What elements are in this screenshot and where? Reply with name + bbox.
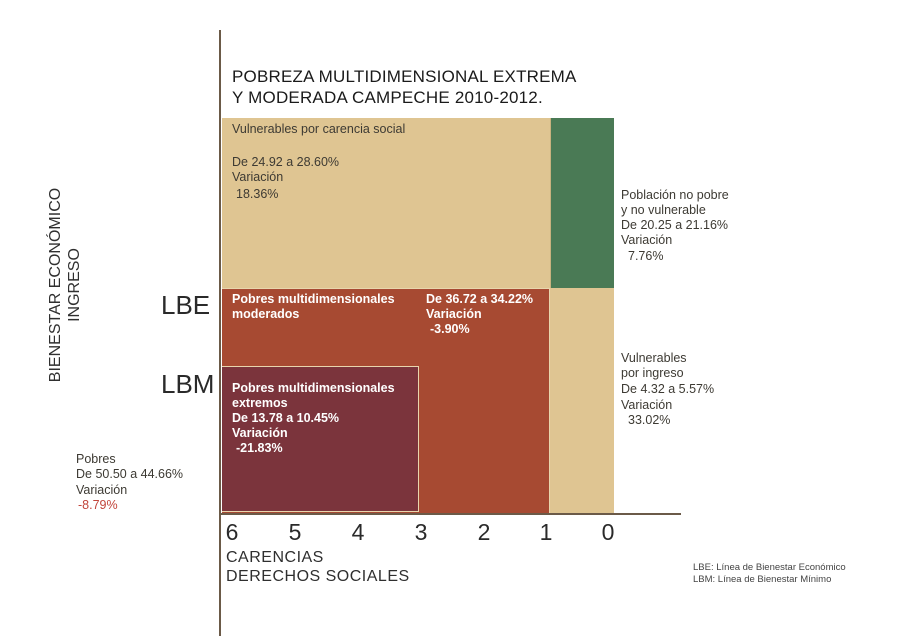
legend-lbm: LBM: Línea de Bienestar Mínimo — [693, 574, 832, 585]
no-pobre-range: De 20.25 a 21.16% — [621, 218, 729, 232]
vulnerables-social-variation-label: Variación — [232, 170, 284, 184]
pobres-variation-label: Variación — [76, 483, 128, 497]
vulnerables-social-label: Vulnerables por carencia social — [232, 122, 406, 136]
x-tick-0: 0 — [601, 519, 615, 545]
moderados-variation-label: Variación — [426, 307, 482, 321]
moderados-range: De 36.72 a 34.22% — [426, 292, 534, 306]
y-axis-label-line-1: BIENESTAR ECONÓMICO — [47, 187, 64, 383]
x-tick-1: 1 — [539, 519, 553, 545]
x-tick-6: 6 — [225, 519, 239, 545]
vulnerables-ingreso-range: De 4.32 a 5.57% — [621, 382, 715, 396]
x-axis-label: CARENCIAS DERECHOS SOCIALES — [226, 548, 410, 586]
x-axis-label-line-2: DERECHOS SOCIALES — [226, 568, 410, 585]
x-tick-2: 2 — [477, 519, 491, 545]
x-tick-4: 4 — [351, 519, 365, 545]
moderados-variation-value: -3.90% — [430, 322, 470, 336]
vulnerables-ingreso-label-line-2: por ingreso — [621, 366, 684, 380]
abbreviation-legend: LBE: Línea de Bienestar Económico LBM: L… — [693, 562, 846, 586]
title-line-1: POBREZA MULTIDIMENSIONAL EXTREMA — [232, 67, 577, 86]
pobres-variation-value: -8.79% — [78, 498, 118, 512]
extremos-variation-label: Variación — [232, 426, 288, 440]
region-pobres-extremos — [222, 366, 419, 512]
moderados-label: Pobres multidimensionales moderados — [232, 292, 395, 321]
lbe-marker: LBE — [161, 290, 211, 320]
vulnerables-social-range: De 24.92 a 28.60% — [232, 155, 340, 169]
extremos-variation-value: -21.83% — [236, 441, 283, 455]
legend-lbe: LBE: Línea de Bienestar Económico — [693, 562, 846, 573]
vulnerables-ingreso-variation-label: Variación — [621, 398, 673, 412]
y-axis-label-line-2: INGRESO — [66, 248, 83, 322]
lbm-marker: LBM — [161, 369, 215, 399]
no-pobre-label-line-2: y no vulnerable — [621, 203, 706, 217]
extremos-label: Pobres multidimensionales extremos — [232, 381, 395, 410]
x-axis-label-line-1: CARENCIAS — [226, 549, 324, 566]
pobres-label: Pobres — [76, 452, 116, 466]
region-no-pobre-no-vulnerable — [550, 118, 614, 288]
pobres-range: De 50.50 a 44.66% — [76, 467, 184, 481]
x-axis-line — [220, 513, 681, 515]
vulnerables-social-variation-value: 18.36% — [236, 187, 279, 201]
x-tick-5: 5 — [288, 519, 302, 545]
x-tick-3: 3 — [414, 519, 428, 545]
no-pobre-variation-value: 7.76% — [628, 249, 664, 263]
no-pobre-variation-label: Variación — [621, 233, 673, 247]
title-line-2: Y MODERADA CAMPECHE 2010-2012. — [232, 88, 543, 107]
vulnerables-ingreso-variation-value: 33.02% — [628, 413, 671, 427]
y-axis-label: BIENESTAR ECONÓMICO INGRESO — [30, 180, 100, 390]
y-axis-line — [219, 30, 221, 636]
vulnerables-ingreso-label-line-1: Vulnerables — [621, 351, 687, 365]
no-pobre-label-line-1: Población no pobre — [621, 188, 729, 202]
extremos-range: De 13.78 a 10.45% — [232, 411, 340, 425]
chart-title: POBREZA MULTIDIMENSIONAL EXTREMA Y MODER… — [232, 66, 662, 108]
